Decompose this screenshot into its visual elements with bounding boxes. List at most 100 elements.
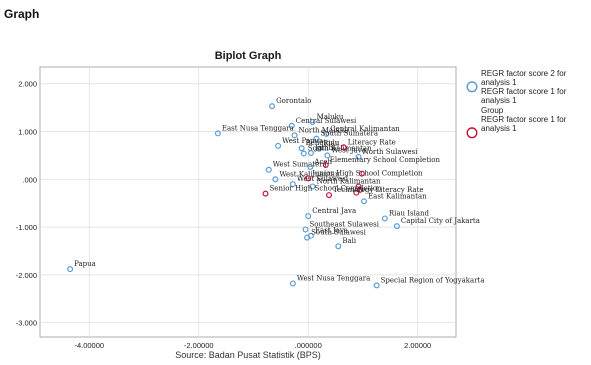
province-point	[309, 118, 316, 125]
variable-point	[353, 189, 360, 196]
province-label: Papua	[74, 260, 96, 268]
province-point	[309, 183, 316, 190]
province-label: Aceh	[313, 158, 332, 166]
province-label: West Java	[331, 146, 366, 154]
province-point	[272, 176, 279, 183]
province-label: East Kalimantan	[368, 192, 427, 200]
province-point	[214, 130, 221, 137]
legend-entry-text: analysis 1	[481, 124, 517, 133]
y-tick-label: -3.000	[16, 319, 37, 328]
variable-point	[262, 190, 269, 197]
variable-point	[340, 144, 347, 151]
province-point	[288, 122, 295, 129]
variable-point	[326, 192, 333, 199]
province-label: East Java	[315, 227, 348, 235]
province-label: Southeast Sulawesi	[309, 220, 379, 228]
province-label: Riau	[323, 140, 340, 148]
variable-point	[322, 161, 329, 168]
province-point	[361, 198, 368, 205]
variable-label: Junior High School Completion	[311, 169, 423, 177]
variable-point	[357, 186, 364, 193]
chart-title: Biplot Graph	[215, 50, 282, 62]
province-point	[302, 226, 309, 233]
legend-entry-text: analysis 1	[481, 96, 517, 105]
province-point	[324, 152, 331, 159]
province-label: Jambi	[314, 144, 336, 152]
province-label: Bengkulu	[306, 139, 340, 147]
province-point	[355, 153, 362, 160]
legend-province-marker	[466, 81, 478, 93]
province-point	[291, 132, 298, 139]
province-label: Riau Island	[389, 209, 430, 217]
province-point	[298, 145, 305, 152]
legend-entry-text: Group	[481, 106, 504, 115]
province-point	[305, 213, 312, 220]
province-label: South Sulawesi	[311, 229, 367, 237]
axis-ticks: 2.000 1.000 .000 -1.000 -2.000 -3.000 -4.00000…	[16, 80, 432, 350]
province-point	[335, 243, 342, 250]
variable-label: Senior High School Completion	[270, 185, 382, 193]
x-tick-label: 2.00000	[404, 341, 431, 350]
x-tick-label: .000000	[295, 341, 322, 350]
province-point	[300, 150, 307, 157]
province-label: Bali	[342, 237, 357, 245]
province-point	[307, 163, 314, 170]
province-label: Central Kalimantan	[330, 125, 400, 133]
province-label: North Kalimantan	[317, 177, 381, 185]
variable-label: Literacy Rate	[348, 138, 396, 146]
plot-area	[39, 66, 457, 338]
province-point	[313, 135, 320, 142]
province-point	[381, 215, 388, 222]
variable-point	[358, 170, 365, 177]
variable-point	[305, 175, 312, 182]
grid-lines	[40, 67, 456, 337]
province-label: Capital City of Jakarta	[401, 217, 480, 225]
province-point	[289, 280, 296, 287]
y-tick-label: .000	[22, 175, 37, 184]
province-point	[67, 266, 74, 273]
province-point	[304, 234, 311, 241]
legend-entry-text: REGR factor score 2 for	[481, 69, 567, 78]
province-point	[307, 150, 314, 157]
province-label: West Sumatera	[273, 161, 327, 169]
legend-variable-marker	[466, 127, 478, 139]
province-label: North Maluku	[299, 126, 350, 134]
variable-label: Technology Literacy Rate	[333, 186, 424, 194]
page-title: Graph	[4, 7, 40, 21]
y-tick-label: 1.000	[18, 128, 37, 137]
province-point	[269, 103, 276, 110]
y-tick-label: 2.000	[18, 80, 37, 89]
chart-source: Source: Badan Pusat Statistik (BPS)	[175, 350, 321, 360]
legend-entry-text: REGR factor score 1 for	[481, 87, 567, 96]
y-tick-label: -2.000	[16, 271, 37, 280]
province-label: South Sumatera	[320, 130, 378, 138]
province-point	[316, 145, 323, 152]
province-label: West Kalimantan	[279, 170, 340, 178]
y-tick-label: -1.000	[16, 223, 37, 232]
legend-entry-text: REGR factor score 1 for	[481, 115, 567, 124]
province-label: Special Region of Yogyakarta	[381, 276, 485, 284]
province-point	[275, 142, 282, 149]
province-point	[289, 181, 296, 188]
variable-label: Elementary School Completion	[330, 156, 441, 164]
province-label: West Sulawesi	[297, 175, 349, 183]
province-label: East Nusa Tenggara	[222, 124, 294, 132]
legend-entry-text: analysis 1	[481, 78, 517, 87]
x-tick-label: -4.00000	[74, 341, 104, 350]
x-tick-label: -2.00000	[184, 341, 214, 350]
province-point	[373, 282, 380, 289]
province-label: Central Sulawesi	[296, 117, 357, 125]
province-label: Gorontalo	[276, 97, 311, 105]
province-label: Maluku	[317, 113, 344, 121]
province-point	[265, 166, 272, 173]
province-label: West Nusa Tenggara	[297, 274, 370, 282]
province-label: North Sulawesi	[363, 148, 419, 156]
province-label: West Papua	[282, 137, 323, 145]
province-point	[323, 130, 330, 137]
province-label: Central Java	[312, 207, 356, 215]
province-label: South Kalimantan	[308, 144, 372, 152]
province-point	[393, 223, 400, 230]
